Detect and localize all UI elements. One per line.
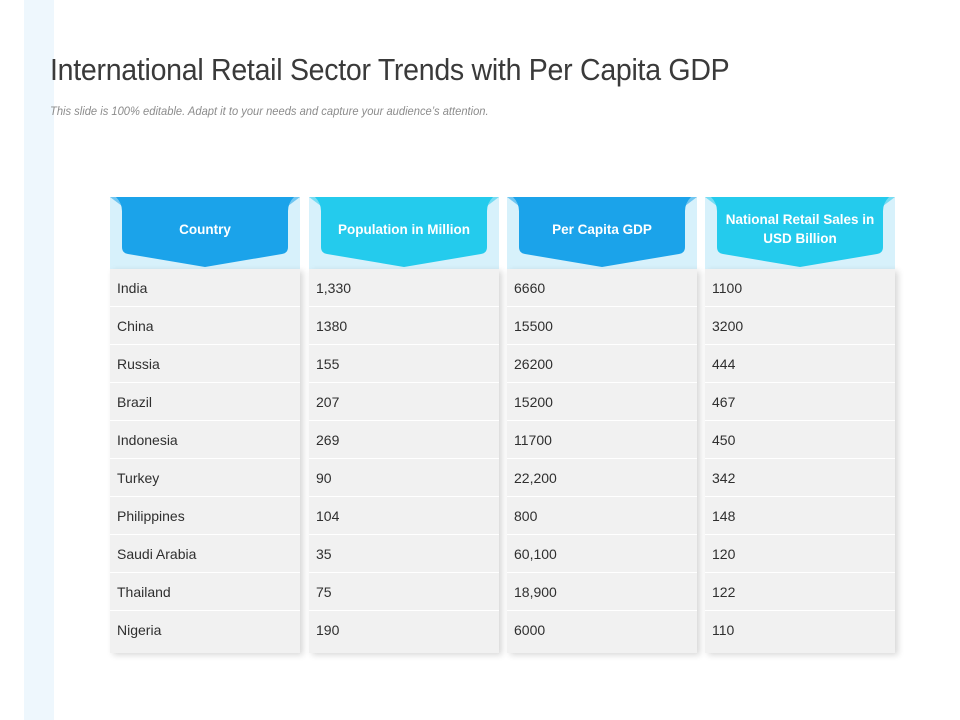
table-cell: 11700 (507, 421, 697, 459)
table-cell: 1,330 (309, 269, 499, 307)
table-cell: 15200 (507, 383, 697, 421)
table-cell: 75 (309, 573, 499, 611)
country-cell: Turkey (110, 459, 300, 497)
column-body: 6660 15500 26200 15200 11700 22,200 800 60,100 1… (507, 269, 697, 653)
decorative-side-strip (24, 0, 54, 720)
column-header-label: National Retail Sales in USD Billion (725, 212, 875, 246)
column-body: 1100 3200 444 467 450 342 148 120 122 110 (705, 269, 895, 653)
table-cell: 122 (705, 573, 895, 611)
table-cell: 22,200 (507, 459, 697, 497)
table-cell: 155 (309, 345, 499, 383)
country-cell: Nigeria (117, 622, 162, 638)
table-cell: 800 (507, 497, 697, 535)
column-body: 1,330 1380 155 207 269 90 104 35 75 190 (309, 269, 499, 653)
table-cell: 190 (316, 622, 340, 638)
header-arrow-shape (309, 197, 499, 267)
slide-subtitle: This slide is 100% editable. Adapt it to… (50, 104, 489, 118)
table-cell: 60,100 (507, 535, 697, 573)
country-cell: Philippines (110, 497, 300, 535)
country-cell: Indonesia (110, 421, 300, 459)
table-cell: 148 (705, 497, 895, 535)
country-cell: Russia (110, 345, 300, 383)
table-cell: 26200 (507, 345, 697, 383)
column-population-in-million: Population in Million 1,330 1380 155 207 269 9… (309, 197, 499, 653)
column-header: Country (110, 197, 300, 269)
table-cell: 1100 (705, 269, 895, 307)
column-body: India China Russia Brazil Indonesia Turkey Phi… (110, 269, 300, 653)
column-header: Per Capita GDP (507, 197, 697, 269)
column-national-retail-sales-in-usd-billion: National Retail Sales in USD Billion 1100… (705, 197, 895, 653)
table-cell: 6000 (514, 622, 546, 638)
table-cell: 110 (712, 622, 735, 638)
header-arrow-shape (110, 197, 300, 267)
column-header-label: Population in Million (338, 221, 470, 237)
header-arrow-shape (507, 197, 697, 267)
table-cell: 1380 (309, 307, 499, 345)
table-cell: 450 (705, 421, 895, 459)
column-header: National Retail Sales in USD Billion (705, 197, 895, 269)
table-cell: 3200 (705, 307, 895, 345)
table-cell: 6660 (507, 269, 697, 307)
table-cell: 342 (705, 459, 895, 497)
table-cell: 467 (705, 383, 895, 421)
column-header-label: Country (179, 221, 231, 237)
table-cell: 35 (309, 535, 499, 573)
slide-title: International Retail Sector Trends with … (50, 52, 730, 87)
country-cell: Saudi Arabia (110, 535, 300, 573)
country-cell: India (110, 269, 300, 307)
table-cell: 90 (309, 459, 499, 497)
header-arrow-shape (705, 197, 895, 267)
column-header: Population in Million (309, 197, 499, 269)
country-cell: China (110, 307, 300, 345)
column-per-capita-gdp: Per Capita GDP 6660 15500 26200 15200 11700 22… (507, 197, 697, 653)
table-cell: 15500 (507, 307, 697, 345)
table-cell: 444 (705, 345, 895, 383)
column-country: Country India China Russia Brazil Indonesia Tu… (110, 197, 300, 653)
table-cell: 269 (309, 421, 499, 459)
table-cell: 104 (309, 497, 499, 535)
data-table: Country India China Russia Brazil Indonesia Tu… (110, 197, 898, 653)
country-cell: Thailand (110, 573, 300, 611)
country-cell: Brazil (110, 383, 300, 421)
table-cell: 120 (705, 535, 895, 573)
table-cell: 18,900 (507, 573, 697, 611)
column-header-label: Per Capita GDP (552, 221, 652, 237)
table-cell: 207 (309, 383, 499, 421)
